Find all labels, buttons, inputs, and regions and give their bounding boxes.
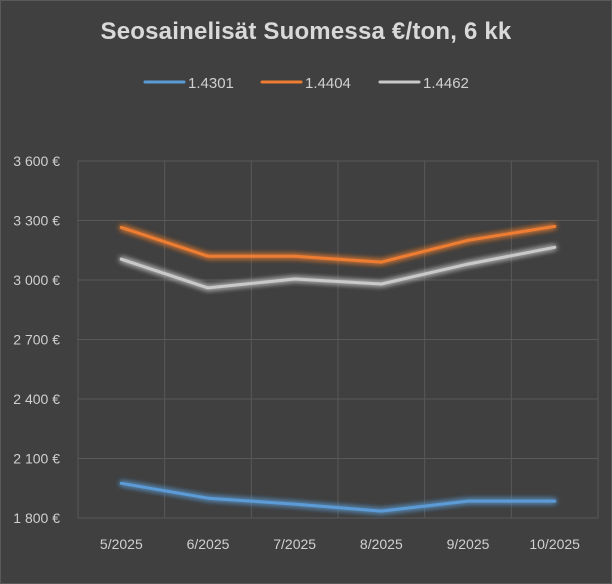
data-point [553,499,557,503]
y-tick-label: 3 300 € [13,213,60,229]
legend-label: 1.4404 [305,75,351,92]
series-line-1-4404 [119,224,557,264]
data-point [206,496,210,500]
data-point [466,262,470,266]
y-tick-label: 3 000 € [13,272,60,288]
data-point [206,254,210,258]
x-tick-label: 6/2025 [187,536,230,552]
data-point [293,254,297,258]
y-tick-label: 2 400 € [13,391,60,407]
legend-label: 1.4301 [188,75,234,92]
x-tick-label: 7/2025 [273,536,316,552]
y-axis: 1 800 € 2 100 € 2 400 € 2 700 € 3 000 € 3 300… [13,153,60,526]
series-line-1-4301 [119,481,557,513]
data-point [379,260,383,264]
chart-title: Seosainelisät Suomessa €/ton, 6 kk [100,18,512,45]
data-point [119,481,123,485]
data-point [379,509,383,513]
data-point [293,502,297,506]
data-point [119,225,123,229]
data-point [206,286,210,290]
grid [77,160,599,519]
x-tick-label: 9/2025 [447,536,490,552]
x-tick-label: 8/2025 [360,536,403,552]
x-axis: 5/2025 6/2025 7/2025 8/2025 9/2025 10/2025 [100,536,580,552]
series-layer [119,224,557,513]
y-tick-label: 1 800 € [13,510,60,526]
data-point [379,282,383,286]
x-tick-label: 10/2025 [529,536,580,552]
x-tick-label: 5/2025 [100,536,143,552]
data-point [293,277,297,281]
legend: 1.4301 1.4404 1.4462 [143,75,469,92]
y-tick-label: 2 700 € [13,332,60,348]
series-line-1-4462 [119,245,557,290]
data-point [466,499,470,503]
data-point [553,245,557,249]
legend-label: 1.4462 [423,75,469,92]
data-point [466,238,470,242]
data-point [553,224,557,228]
y-tick-label: 3 600 € [13,153,60,169]
y-tick-label: 2 100 € [13,451,60,467]
data-point [119,257,123,261]
